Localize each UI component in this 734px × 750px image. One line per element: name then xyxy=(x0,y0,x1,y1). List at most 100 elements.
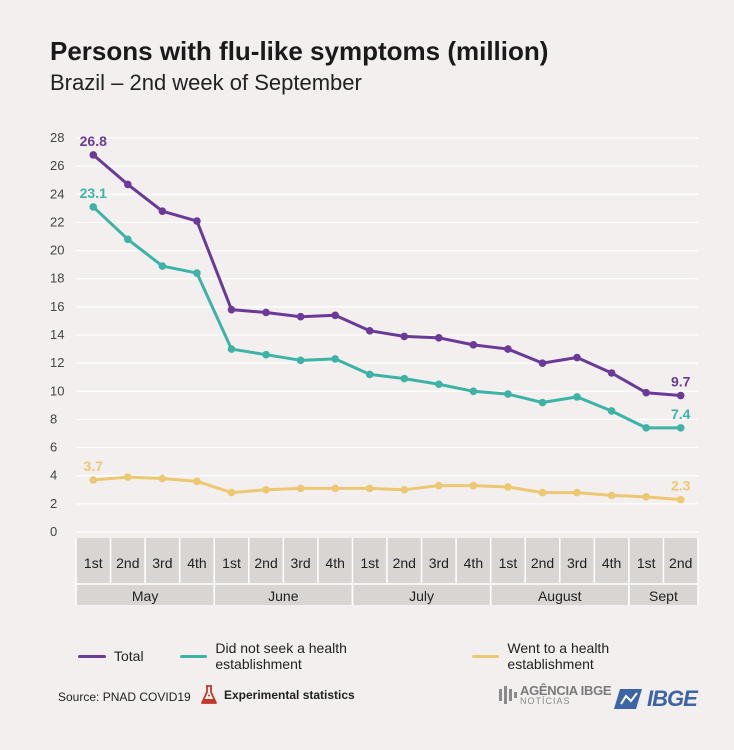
y-tick-label: 2 xyxy=(50,496,57,511)
y-tick-label: 20 xyxy=(50,243,64,258)
x-tick-label: 3rd xyxy=(429,555,449,571)
data-point xyxy=(262,350,270,359)
x-tick-label: 1st xyxy=(84,555,103,571)
data-point xyxy=(365,484,374,493)
data-label: 3.7 xyxy=(84,458,104,474)
y-tick-label: 16 xyxy=(50,299,64,314)
source-note: Source: PNAD COVID19 xyxy=(58,690,191,704)
month-label: July xyxy=(409,588,434,604)
data-label: 2.3 xyxy=(671,478,691,494)
legend-swatch xyxy=(179,654,208,658)
data-point xyxy=(89,203,98,211)
legend-label: Did not seek a health establishment xyxy=(215,640,347,672)
legend-label: Total xyxy=(114,648,144,664)
data-point xyxy=(296,484,305,493)
month-label: June xyxy=(268,588,299,604)
y-tick-label: 12 xyxy=(50,355,64,370)
data-point xyxy=(227,305,236,314)
agencia-ibge-text: AGÊNCIA IBGE xyxy=(520,683,612,698)
ibge-diamond-icon xyxy=(614,689,642,709)
agencia-ibge-mark-icon xyxy=(499,686,517,704)
x-tick-label: 2nd xyxy=(669,555,692,571)
data-point xyxy=(504,390,512,398)
data-point xyxy=(193,217,201,225)
agencia-ibge-logo: AGÊNCIA IBGE NOTÍCIAS xyxy=(498,683,612,706)
flask-icon xyxy=(201,685,217,704)
agencia-noticias-text: NOTÍCIAS xyxy=(520,696,571,706)
data-point xyxy=(331,484,339,493)
data-point xyxy=(158,474,167,483)
series-line xyxy=(92,205,681,430)
data-point xyxy=(469,341,478,349)
legend: Total Did not seek a health establishment… xyxy=(78,640,734,672)
month-label: May xyxy=(132,588,158,604)
experimental-statistics-label: Experimental statistics xyxy=(224,688,355,702)
data-point xyxy=(642,493,650,501)
data-point xyxy=(227,345,236,353)
data-point xyxy=(262,308,270,317)
chart-title: Persons with flu-like symptoms (million) xyxy=(50,36,549,66)
y-tick-label: 0 xyxy=(50,524,57,539)
data-label: 26.8 xyxy=(80,133,107,149)
x-tick-label: 3rd xyxy=(567,555,587,571)
data-point xyxy=(676,424,685,432)
data-point xyxy=(89,476,98,484)
month-label: Sept xyxy=(649,588,678,604)
data-point xyxy=(469,387,478,396)
data-point xyxy=(435,380,443,389)
data-point xyxy=(607,407,616,415)
data-point xyxy=(400,374,409,383)
data-label: 9.7 xyxy=(671,374,691,390)
chart-subtitle: Brazil – 2nd week of September xyxy=(50,70,362,95)
data-point xyxy=(538,398,547,407)
data-point xyxy=(296,356,305,365)
data-point xyxy=(504,483,512,491)
x-tick-label: 4th xyxy=(187,555,206,571)
y-tick-label: 6 xyxy=(50,440,57,455)
data-point xyxy=(435,334,443,342)
ibge-logo: IBGE xyxy=(612,686,698,712)
data-point xyxy=(573,353,581,362)
data-point xyxy=(296,312,305,321)
data-point xyxy=(331,355,339,363)
y-tick-label: 26 xyxy=(50,158,64,173)
y-tick-label: 14 xyxy=(50,327,64,342)
y-tick-label: 18 xyxy=(50,271,64,286)
y-tick-label: 24 xyxy=(50,186,64,201)
x-tick-label: 1st xyxy=(360,555,379,571)
data-point xyxy=(124,180,132,189)
legend-label: Went to a health establishment xyxy=(507,640,610,672)
data-point xyxy=(365,326,374,335)
x-tick-label: 2nd xyxy=(254,555,277,571)
x-tick-label: 4th xyxy=(325,555,344,571)
series-line xyxy=(92,153,681,398)
x-tick-label: 1st xyxy=(499,555,518,571)
data-point xyxy=(607,369,616,377)
x-tick-label: 3rd xyxy=(152,555,172,571)
data-point xyxy=(193,269,201,277)
data-point xyxy=(124,235,132,244)
data-point xyxy=(538,488,547,497)
data-point xyxy=(193,477,201,486)
x-tick-label: 1st xyxy=(637,555,656,571)
legend-item: Went to a health establishment xyxy=(471,640,698,672)
y-tick-label: 28 xyxy=(50,130,64,145)
data-point xyxy=(400,332,409,341)
x-tick-label: 4th xyxy=(464,555,483,571)
data-point xyxy=(469,481,478,490)
ibge-logo-text: IBGE xyxy=(647,686,698,711)
data-point xyxy=(435,481,443,490)
data-labels: 26.8 9.7 23.1 7.4 3.7 2.3 xyxy=(80,133,691,494)
data-point xyxy=(227,488,236,497)
series-line xyxy=(93,475,681,502)
x-tick-label: 2nd xyxy=(393,555,416,571)
x-tick-label: 4th xyxy=(602,555,621,571)
data-point xyxy=(262,485,270,494)
data-point xyxy=(676,495,685,504)
data-point xyxy=(676,391,685,400)
data-point xyxy=(158,207,167,215)
data-point xyxy=(158,262,167,270)
series xyxy=(89,151,685,504)
